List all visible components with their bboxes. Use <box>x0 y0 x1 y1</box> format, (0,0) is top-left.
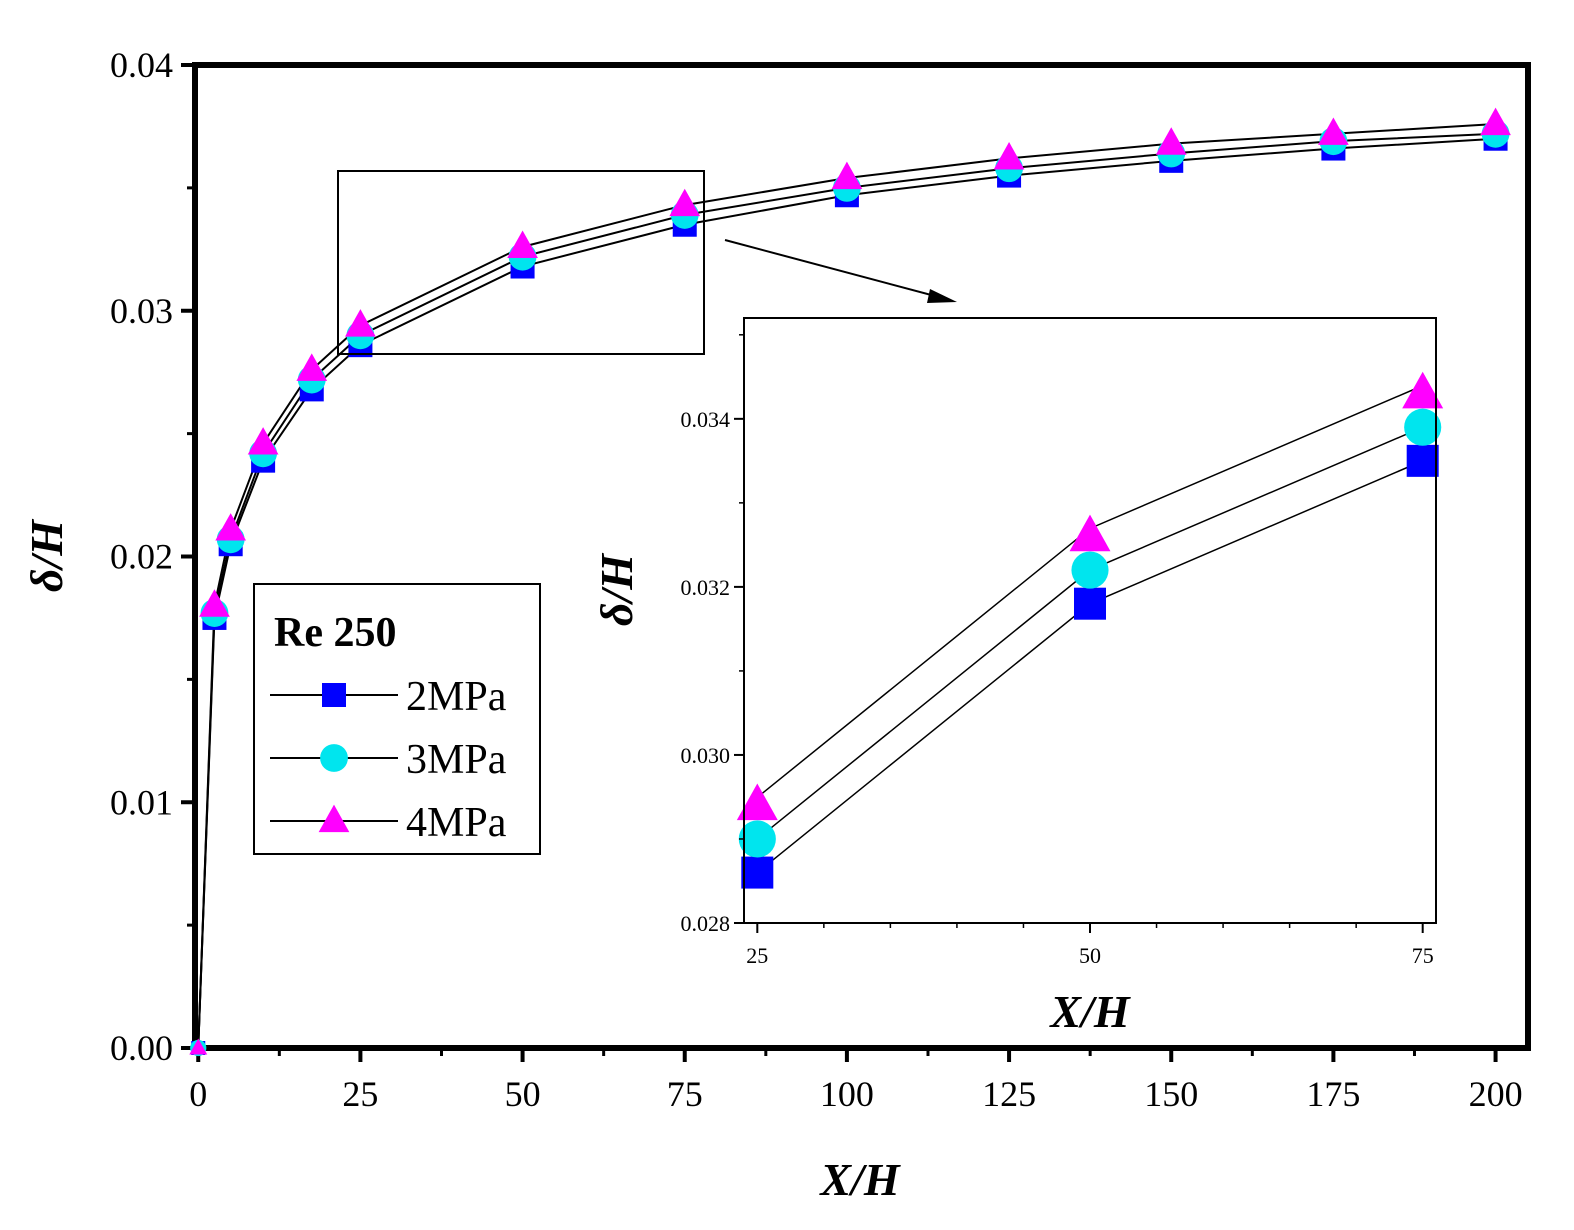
inset-y-axis-title: δ/H <box>591 553 642 626</box>
main-y-tick-label: 0.04 <box>110 45 173 85</box>
inset-background <box>744 318 1436 923</box>
main-point-4MPa <box>507 230 538 258</box>
inset-point-2MPa <box>1074 587 1106 620</box>
main-point-4MPa <box>1480 107 1511 136</box>
legend-label-4MPa: 4MPa <box>406 800 507 846</box>
inset-series-group <box>736 371 1444 889</box>
inset-point-4MPa <box>1069 514 1111 552</box>
inset-point-4MPa <box>736 783 778 821</box>
main-point-4MPa <box>189 1038 208 1055</box>
main-x-tick-label: 200 <box>1469 1074 1523 1114</box>
main-point-4MPa <box>199 589 230 617</box>
main-point-4MPa <box>993 142 1025 170</box>
zoom-region-box <box>337 170 705 355</box>
main-point-4MPa <box>1155 127 1187 155</box>
zoom-arrow-head <box>927 289 957 303</box>
inset-axis-ticks: 25 50 75 0.028 0.030 0.032 0.034 <box>681 334 1434 968</box>
main-y-tick-label: 0.02 <box>110 537 173 577</box>
main-point-4MPa <box>831 161 863 190</box>
legend-marker-2MPa <box>322 683 346 707</box>
inset-point-4MPa <box>1402 371 1444 409</box>
inset-y-tick-label: 0.034 <box>681 407 731 432</box>
legend-label-3MPa: 3MPa <box>406 737 507 783</box>
zoom-arrow-line <box>724 239 951 301</box>
legend: Re 250 2MPa 3MPa 4MPa <box>253 583 541 855</box>
inset-y-tick-label: 0.030 <box>681 743 731 768</box>
inset-point-3MPa <box>1071 551 1109 589</box>
main-axis-ticks: 0 25 50 75 100 125 150 175 200 0.00 0.01 0.02 0.03 0.… <box>110 45 1523 1114</box>
main-point-4MPa <box>215 513 247 541</box>
main-y-tick-label: 0.00 <box>110 1028 173 1068</box>
main-y-tick-label: 0.03 <box>110 291 173 331</box>
legend-marker-4MPa <box>318 804 350 833</box>
inset-chart: 25 50 75 0.028 0.030 0.032 0.034 X/H δ/H <box>591 317 1444 1037</box>
inset-point-3MPa <box>738 820 776 858</box>
main-x-tick-label: 175 <box>1306 1074 1360 1114</box>
legend-label-2MPa: 2MPa <box>406 674 507 720</box>
main-series-group <box>189 107 1511 1057</box>
legend-box <box>253 583 541 855</box>
main-x-tick-label: 150 <box>1144 1074 1198 1114</box>
main-point-4MPa <box>669 188 701 217</box>
inset-x-tick-label: 50 <box>1079 943 1101 968</box>
main-point-4MPa <box>296 353 328 381</box>
main-x-tick-label: 50 <box>505 1074 541 1114</box>
main-point-4MPa <box>345 309 376 337</box>
main-y-tick-label: 0.01 <box>110 782 173 822</box>
main-x-tick-label: 100 <box>820 1074 874 1114</box>
main-x-tick-label: 25 <box>342 1074 378 1114</box>
main-x-tick-label: 75 <box>667 1074 703 1114</box>
inset-point-3MPa <box>1404 408 1442 446</box>
main-x-tick-label: 125 <box>982 1074 1036 1114</box>
inset-y-tick-label: 0.032 <box>681 575 731 600</box>
inset-y-tick-label: 0.028 <box>681 911 731 936</box>
main-point-4MPa <box>1318 117 1349 145</box>
main-x-axis-title: X/H <box>818 1154 900 1205</box>
inset-x-axis-title: X/H <box>1048 986 1130 1037</box>
legend-marker-3MPa <box>320 744 348 772</box>
main-y-axis-title: δ/H <box>21 519 72 592</box>
inset-point-2MPa <box>1406 444 1439 477</box>
inset-point-2MPa <box>741 856 774 889</box>
main-point-4MPa <box>247 427 279 455</box>
main-x-tick-label: 0 <box>189 1074 207 1114</box>
legend-title: Re 250 <box>274 610 396 656</box>
inset-x-tick-label: 25 <box>746 943 768 968</box>
inset-x-tick-label: 75 <box>1412 943 1434 968</box>
